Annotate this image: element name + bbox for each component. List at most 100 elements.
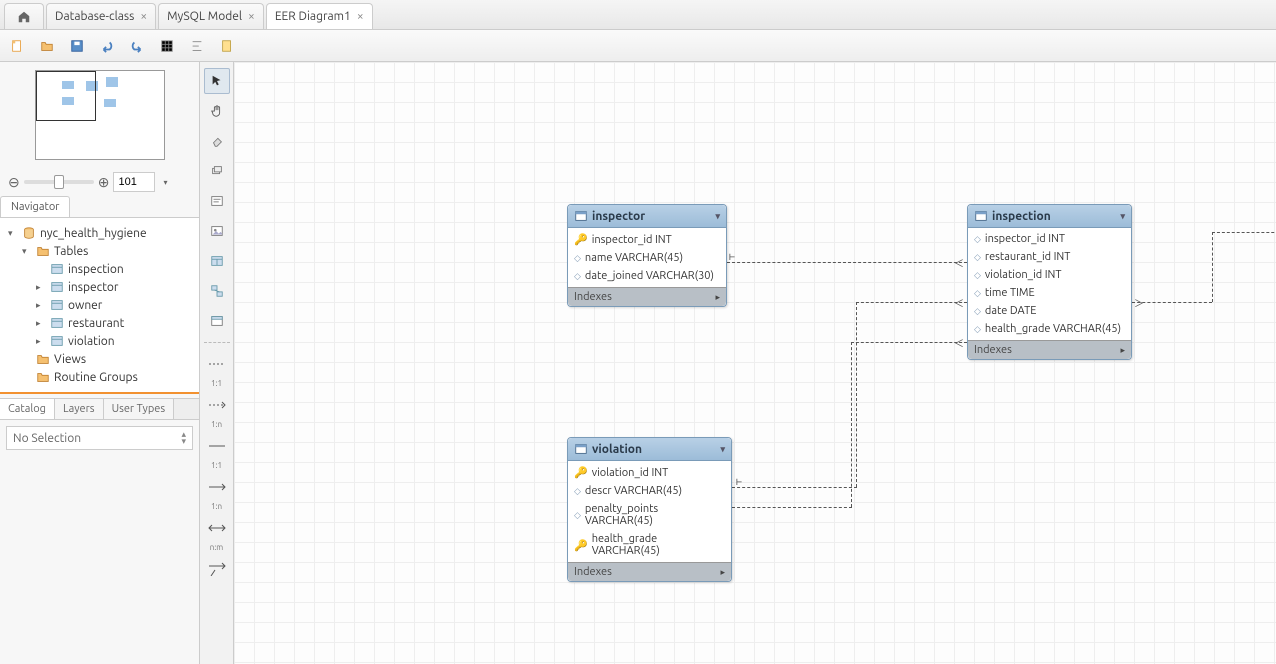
tree-table-inspector[interactable]: ▸ inspector: [4, 278, 195, 296]
table-label: inspector: [68, 281, 118, 294]
folder-icon: [40, 39, 54, 53]
column-row[interactable]: ◇inspector_id INT: [968, 230, 1131, 248]
collapse-icon[interactable]: ▾: [8, 228, 18, 239]
expand-icon: ▸: [715, 292, 720, 303]
column-row[interactable]: ◇violation_id INT: [968, 266, 1131, 284]
notes-button[interactable]: [216, 35, 238, 57]
tab-database-class[interactable]: Database-class ×: [46, 3, 156, 29]
navigator-tab[interactable]: Navigator: [0, 196, 70, 217]
table-icon: [974, 209, 988, 223]
dropdown-icon[interactable]: ▾: [159, 178, 171, 187]
column-row[interactable]: ◇date_joined VARCHAR(30): [568, 267, 726, 285]
table-label: restaurant: [68, 317, 124, 330]
rel-1-n-id-tool[interactable]: [204, 474, 230, 500]
collapse-icon[interactable]: ▾: [720, 444, 725, 455]
column-row[interactable]: 🔑inspector_id INT: [568, 230, 726, 249]
column-row[interactable]: ◇descr VARCHAR(45): [568, 482, 731, 500]
pointer-tool[interactable]: [204, 68, 230, 94]
column-label: inspector_id INT: [592, 234, 672, 246]
rel-icon: [207, 440, 227, 452]
entity-header[interactable]: violation ▾: [568, 438, 731, 461]
tab-close-icon[interactable]: ×: [357, 10, 364, 23]
folder-label: Tables: [54, 245, 88, 258]
tree-views-folder[interactable]: Views: [4, 350, 195, 368]
collapse-icon[interactable]: ▾: [715, 211, 720, 222]
column-row[interactable]: 🔑health_grade VARCHAR(45): [568, 530, 731, 560]
grid-button[interactable]: [156, 35, 178, 57]
collapse-icon[interactable]: ▾: [1120, 211, 1125, 222]
eraser-tool[interactable]: [204, 128, 230, 154]
catalog-tab[interactable]: Catalog: [0, 399, 55, 419]
user-types-tab[interactable]: User Types: [104, 399, 175, 419]
tree-table-inspection[interactable]: inspection: [4, 260, 195, 278]
hand-tool[interactable]: [204, 98, 230, 124]
entity-indexes[interactable]: Indexes▸: [568, 287, 726, 306]
text-tool[interactable]: [204, 188, 230, 214]
tab-eer-diagram[interactable]: EER Diagram1 ×: [266, 3, 373, 29]
entity-indexes[interactable]: Indexes▸: [568, 562, 731, 581]
entity-header[interactable]: inspection ▾: [968, 205, 1131, 228]
tree-routines-folder[interactable]: Routine Groups: [4, 368, 195, 386]
tree-table-violation[interactable]: ▸ violation: [4, 332, 195, 350]
rel-1-1-tool[interactable]: [204, 351, 230, 377]
rel-icon: [207, 358, 227, 370]
column-row[interactable]: 🔑violation_id INT: [568, 463, 731, 482]
tree-table-owner[interactable]: ▸ owner: [4, 296, 195, 314]
zoom-in-icon[interactable]: ⊕: [98, 174, 110, 191]
collapse-icon[interactable]: ▾: [22, 246, 32, 257]
column-label: penalty_points VARCHAR(45): [585, 503, 725, 527]
align-icon: [190, 39, 204, 53]
entity-indexes[interactable]: Indexes▸: [968, 340, 1131, 359]
entity-violation[interactable]: violation ▾ 🔑violation_id INT ◇descr VAR…: [567, 437, 732, 582]
diamond-icon: ◇: [974, 306, 981, 317]
redo-button[interactable]: [126, 35, 148, 57]
diagram-canvas[interactable]: ⊢ ＜ ＜ ⊢ ＜ ＞ ⊣ ∨ ⊤ inspector ▾ 🔑i: [234, 62, 1276, 664]
expand-icon[interactable]: ▸: [36, 300, 46, 311]
tab-close-icon[interactable]: ×: [248, 10, 255, 23]
layer-tool[interactable]: [204, 158, 230, 184]
folder-label: Routine Groups: [54, 371, 138, 384]
layers-tab[interactable]: Layers: [55, 399, 104, 419]
entity-inspector[interactable]: inspector ▾ 🔑inspector_id INT ◇name VARC…: [567, 204, 727, 307]
zoom-input[interactable]: [113, 172, 155, 192]
view-tool[interactable]: [204, 278, 230, 304]
new-file-button[interactable]: [6, 35, 28, 57]
expand-icon[interactable]: ▸: [36, 318, 46, 329]
column-row[interactable]: ◇restaurant_id INT: [968, 248, 1131, 266]
undo-button[interactable]: [96, 35, 118, 57]
tree-db[interactable]: ▾ nyc_health_hygiene: [4, 224, 195, 242]
column-label: date DATE: [985, 305, 1036, 317]
expand-icon[interactable]: ▸: [36, 282, 46, 293]
table-tool[interactable]: [204, 248, 230, 274]
tree-table-restaurant[interactable]: ▸ restaurant: [4, 314, 195, 332]
tab-mysql-model[interactable]: MySQL Model ×: [158, 3, 264, 29]
align-button[interactable]: [186, 35, 208, 57]
tab-close-icon[interactable]: ×: [140, 10, 147, 23]
entity-header[interactable]: inspector ▾: [568, 205, 726, 228]
zoom-slider[interactable]: [24, 180, 94, 184]
rel-n-m-tool[interactable]: [204, 515, 230, 541]
selection-dropdown[interactable]: No Selection ▴▾: [6, 426, 193, 450]
column-row[interactable]: ◇time TIME: [968, 284, 1131, 302]
column-row[interactable]: ◇name VARCHAR(45): [568, 249, 726, 267]
column-label: inspector_id INT: [985, 233, 1065, 245]
expand-icon[interactable]: ▸: [36, 336, 46, 347]
mini-map[interactable]: [0, 62, 199, 168]
column-row[interactable]: ◇penalty_points VARCHAR(45): [568, 500, 731, 530]
rel-1-n-tool[interactable]: [204, 392, 230, 418]
home-tab[interactable]: [4, 3, 44, 29]
column-row[interactable]: ◇ date DATE: [968, 302, 1131, 320]
routine-tool[interactable]: [204, 308, 230, 334]
save-button[interactable]: [66, 35, 88, 57]
rel-1-1-id-tool[interactable]: [204, 433, 230, 459]
entity-inspection[interactable]: inspection ▾ ◇inspector_id INT ◇restaura…: [967, 204, 1132, 360]
sidebar: ⊖ ⊕ ▾ Navigator ▾ nyc_health_hygiene ▾ T…: [0, 62, 200, 664]
image-tool[interactable]: [204, 218, 230, 244]
tree-tables-folder[interactable]: ▾ Tables: [4, 242, 195, 260]
column-row[interactable]: ◇health_grade VARCHAR(45): [968, 320, 1131, 338]
rel-existing-tool[interactable]: [204, 556, 230, 582]
column-label: date_joined VARCHAR(30): [585, 270, 714, 282]
tab-label: Database-class: [55, 10, 134, 23]
zoom-out-icon[interactable]: ⊖: [8, 174, 20, 191]
open-file-button[interactable]: [36, 35, 58, 57]
